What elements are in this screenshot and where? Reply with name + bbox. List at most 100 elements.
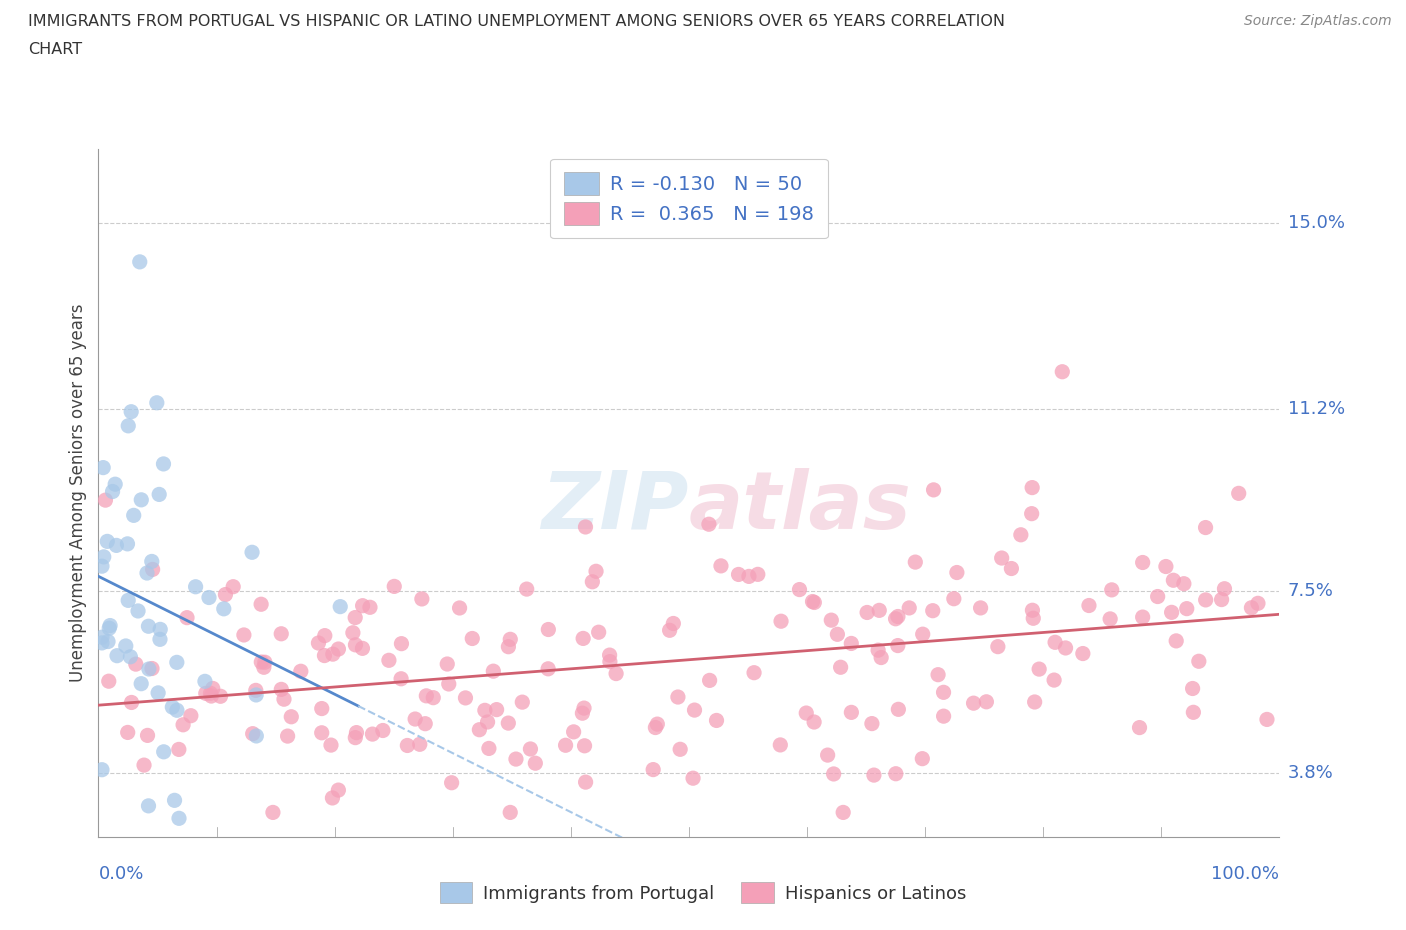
Point (311, 725, 333, 740)
Point (1163, 573, 1185, 588)
Point (328, 642, 350, 657)
Point (498, 639, 520, 654)
Point (863, 767, 886, 782)
Point (911, 627, 934, 642)
Point (738, 569, 761, 584)
Point (1188, 654, 1211, 669)
Point (962, 696, 984, 711)
Point (482, 664, 505, 679)
Point (884, 766, 907, 781)
Point (96, 534, 118, 549)
Point (1182, 705, 1205, 720)
Point (461, 631, 484, 646)
Point (245, 728, 267, 743)
Point (114, 639, 136, 654)
Point (605, 666, 627, 681)
Point (699, 673, 721, 688)
Point (404, 711, 426, 726)
Point (921, 604, 943, 618)
Point (644, 720, 666, 735)
Point (868, 603, 890, 618)
Point (562, 724, 585, 739)
Point (683, 703, 706, 718)
Point (172, 717, 194, 732)
Point (1101, 582, 1123, 597)
Point (643, 763, 665, 777)
Point (946, 565, 969, 580)
Point (575, 775, 598, 790)
Point (194, 674, 217, 689)
Point (1054, 641, 1077, 656)
Point (574, 520, 596, 535)
Point (510, 695, 533, 710)
Point (270, 626, 292, 641)
Point (138, 618, 160, 633)
Point (396, 738, 419, 753)
Point (669, 742, 692, 757)
Point (322, 646, 344, 661)
Point (242, 726, 264, 741)
Point (706, 713, 728, 728)
Point (120, 405, 142, 419)
Point (1128, 720, 1150, 735)
Text: 15.0%: 15.0% (1288, 214, 1344, 232)
Point (91, 630, 114, 644)
Text: IMMIGRANTS FROM PORTUGAL VS HISPANIC OR LATINO UNEMPLOYMENT AMONG SENIORS OVER 6: IMMIGRANTS FROM PORTUGAL VS HISPANIC OR … (28, 14, 1005, 29)
Point (927, 667, 949, 682)
Point (152, 457, 174, 472)
Point (314, 628, 336, 643)
Point (346, 725, 368, 740)
Point (382, 579, 405, 594)
Point (572, 700, 595, 715)
Point (163, 793, 186, 808)
Point (932, 709, 955, 724)
Point (572, 631, 595, 645)
Point (832, 805, 855, 820)
Point (932, 684, 955, 699)
Point (830, 659, 852, 674)
Point (585, 564, 607, 578)
Point (1132, 555, 1154, 570)
Point (138, 661, 160, 676)
Point (599, 647, 621, 662)
Point (662, 616, 685, 631)
Point (117, 418, 139, 433)
Point (167, 811, 190, 826)
Point (1071, 646, 1094, 661)
Point (747, 567, 769, 582)
Point (166, 703, 188, 718)
Point (1043, 672, 1066, 687)
Point (770, 614, 793, 629)
Point (1132, 610, 1154, 625)
Point (146, 395, 169, 410)
Point (98, 618, 121, 633)
Point (209, 689, 232, 704)
Point (240, 545, 263, 560)
Point (1043, 635, 1066, 650)
Point (201, 681, 224, 696)
Point (262, 805, 284, 820)
Point (97, 673, 120, 688)
Point (1213, 581, 1236, 596)
Point (571, 706, 593, 721)
Point (253, 659, 276, 674)
Point (290, 664, 312, 679)
Point (454, 690, 477, 705)
Text: Source: ZipAtlas.com: Source: ZipAtlas.com (1244, 14, 1392, 28)
Point (437, 676, 460, 691)
Y-axis label: Unemployment Among Seniors over 65 years: Unemployment Among Seniors over 65 years (69, 304, 87, 682)
Point (321, 790, 343, 805)
Point (898, 601, 921, 616)
Point (697, 517, 720, 532)
Point (146, 685, 169, 700)
Point (727, 567, 749, 582)
Point (129, 676, 152, 691)
Point (361, 726, 384, 741)
Point (200, 685, 222, 700)
Point (280, 710, 302, 724)
Point (841, 705, 863, 720)
Point (152, 744, 174, 759)
Point (581, 575, 603, 590)
Point (91, 559, 114, 574)
Text: 0.0%: 0.0% (98, 865, 143, 883)
